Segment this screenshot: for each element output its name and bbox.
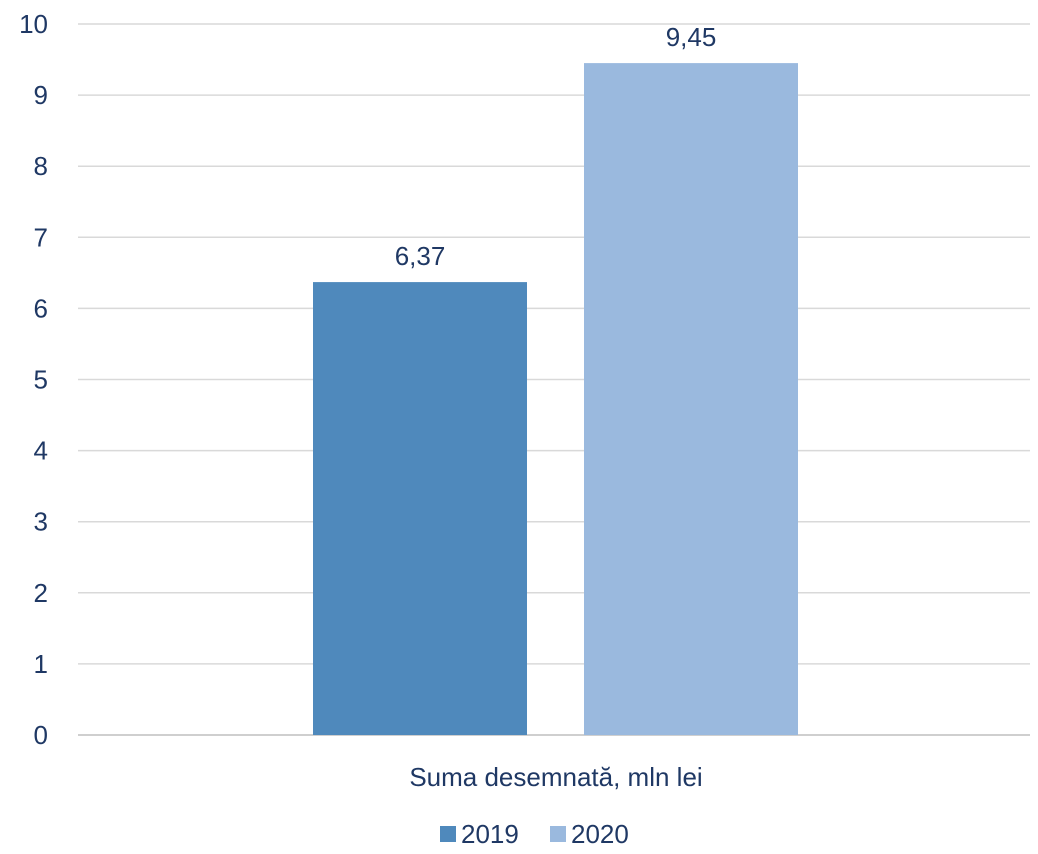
- y-tick-label: 2: [34, 578, 48, 608]
- y-tick-label: 10: [19, 9, 48, 39]
- legend: 2019 2020: [440, 819, 629, 849]
- y-tick-label: 8: [34, 151, 48, 181]
- y-tick-label: 9: [34, 80, 48, 110]
- legend-label-2020: 2020: [571, 819, 629, 849]
- legend-swatch-2019: [440, 826, 456, 842]
- y-tick-label: 3: [34, 507, 48, 537]
- x-category-label: Suma desemnată, mln lei: [409, 762, 702, 792]
- y-tick-label: 1: [34, 649, 48, 679]
- data-labels: 6,37 9,45: [395, 22, 717, 271]
- y-tick-label: 0: [34, 720, 48, 750]
- bars: [313, 63, 798, 736]
- y-tick-label: 7: [34, 222, 48, 252]
- bar-2020: [584, 63, 798, 736]
- bar-2019: [313, 282, 527, 735]
- y-tick-label: 6: [34, 293, 48, 323]
- legend-label-2019: 2019: [461, 819, 519, 849]
- y-tick-label: 5: [34, 365, 48, 395]
- y-tick-label: 4: [34, 436, 48, 466]
- legend-swatch-2020: [550, 826, 566, 842]
- gridlines: [78, 23, 1030, 736]
- data-label-2019: 6,37: [395, 241, 446, 271]
- data-label-2020: 9,45: [666, 22, 717, 52]
- y-axis-ticks: 0 1 2 3 4 5 6 7 8 9 10: [19, 9, 48, 750]
